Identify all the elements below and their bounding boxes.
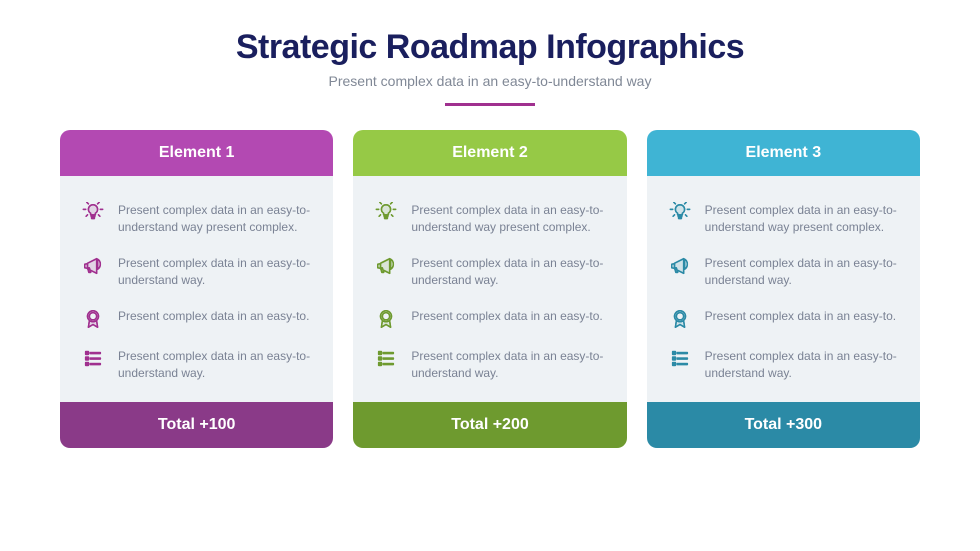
list-item-text: Present complex data in an easy-to-under… (118, 348, 311, 383)
card-footer: Total +200 (353, 402, 626, 448)
list-item: Present complex data in an easy-to-under… (82, 255, 311, 290)
card-element-3: Element 3 Present complex data in an easy… (647, 130, 920, 448)
page-title: Strategic Roadmap Infographics (60, 28, 920, 67)
checklist-icon (82, 348, 104, 370)
list-item-text: Present complex data in an easy-to-under… (411, 202, 604, 237)
list-item: Present complex data in an easy-to-under… (82, 202, 311, 237)
infographic-page: Strategic Roadmap Infographics Present c… (0, 0, 980, 448)
list-item-text: Present complex data in an easy-to. (705, 308, 896, 325)
checklist-icon (375, 348, 397, 370)
list-item-text: Present complex data in an easy-to. (411, 308, 602, 325)
card-header: Element 3 (647, 130, 920, 176)
badge-icon (82, 308, 104, 330)
list-item-text: Present complex data in an easy-to. (118, 308, 309, 325)
list-item-text: Present complex data in an easy-to-under… (705, 202, 898, 237)
card-body: Present complex data in an easy-to-under… (353, 176, 626, 402)
list-item: Present complex data in an easy-to-under… (669, 348, 898, 383)
list-item-text: Present complex data in an easy-to-under… (118, 255, 311, 290)
card-body: Present complex data in an easy-to-under… (647, 176, 920, 402)
list-item: Present complex data in an easy-to. (82, 308, 311, 330)
card-header: Element 1 (60, 130, 333, 176)
card-footer: Total +100 (60, 402, 333, 448)
list-item: Present complex data in an easy-to-under… (375, 255, 604, 290)
list-item-text: Present complex data in an easy-to-under… (705, 255, 898, 290)
list-item-text: Present complex data in an easy-to-under… (705, 348, 898, 383)
list-item: Present complex data in an easy-to. (669, 308, 898, 330)
list-item: Present complex data in an easy-to-under… (669, 202, 898, 237)
list-item: Present complex data in an easy-to-under… (375, 348, 604, 383)
title-divider (445, 103, 535, 106)
cards-row: Element 1 Present complex data in an easy… (60, 130, 920, 448)
list-item: Present complex data in an easy-to-under… (82, 348, 311, 383)
badge-icon (669, 308, 691, 330)
bulb-icon (375, 202, 397, 224)
list-item: Present complex data in an easy-to-under… (669, 255, 898, 290)
card-element-2: Element 2 Present complex data in an easy… (353, 130, 626, 448)
checklist-icon (669, 348, 691, 370)
megaphone-icon (82, 255, 104, 277)
megaphone-icon (375, 255, 397, 277)
bulb-icon (669, 202, 691, 224)
list-item-text: Present complex data in an easy-to-under… (411, 348, 604, 383)
list-item: Present complex data in an easy-to. (375, 308, 604, 330)
card-body: Present complex data in an easy-to-under… (60, 176, 333, 402)
badge-icon (375, 308, 397, 330)
list-item-text: Present complex data in an easy-to-under… (118, 202, 311, 237)
list-item-text: Present complex data in an easy-to-under… (411, 255, 604, 290)
card-footer: Total +300 (647, 402, 920, 448)
page-subtitle: Present complex data in an easy-to-under… (60, 73, 920, 89)
megaphone-icon (669, 255, 691, 277)
card-header: Element 2 (353, 130, 626, 176)
bulb-icon (82, 202, 104, 224)
list-item: Present complex data in an easy-to-under… (375, 202, 604, 237)
card-element-1: Element 1 Present complex data in an easy… (60, 130, 333, 448)
